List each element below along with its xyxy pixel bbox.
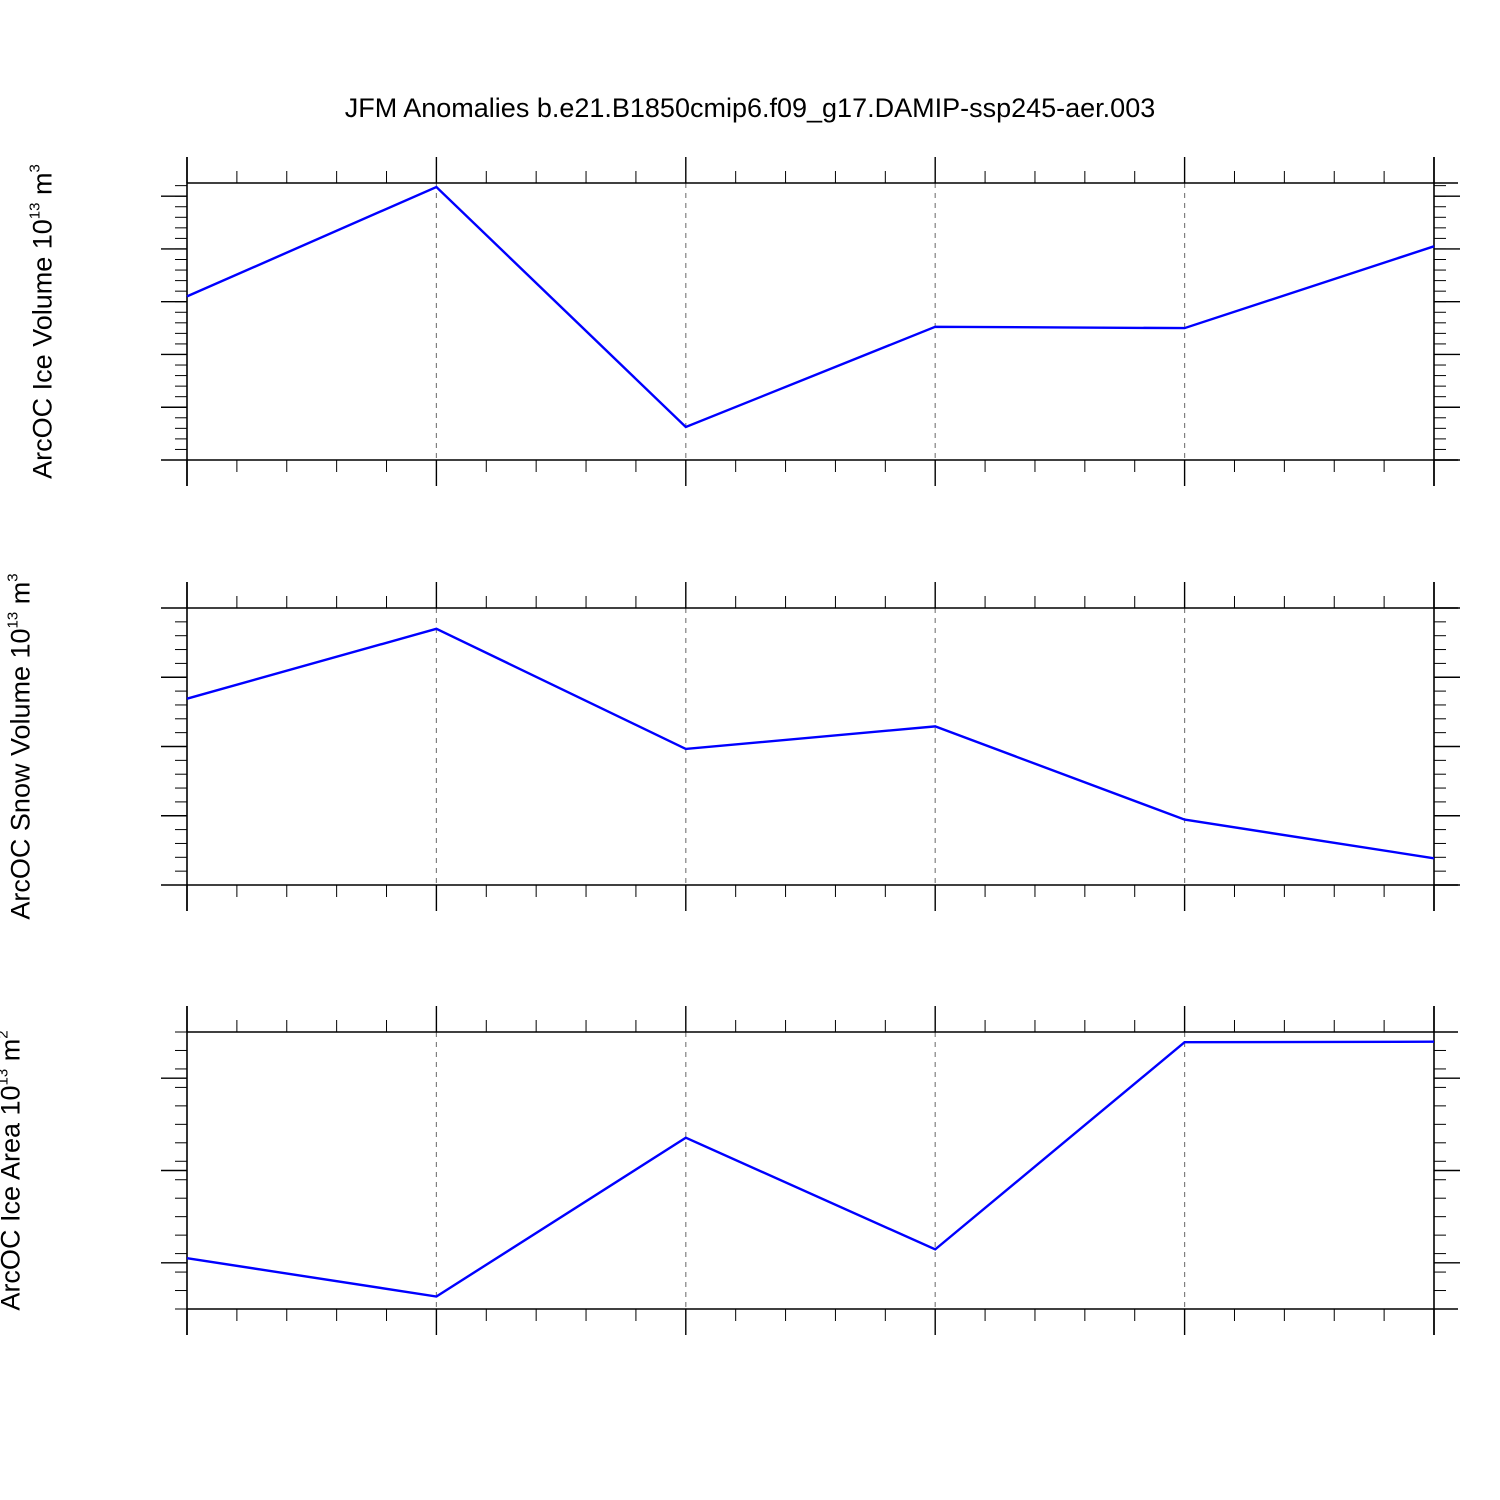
y-axis-label-group: ArcOC Snow Volume 1013 m3	[4, 573, 35, 919]
y-axis-label-group: ArcOC Ice Volume 1013 m3	[26, 164, 57, 479]
chart-title: JFM Anomalies b.e21.B1850cmip6.f09_g17.D…	[345, 93, 1155, 123]
y-axis-label: ArcOC Ice Volume 1013 m3	[26, 164, 57, 479]
data-line	[186, 627, 1435, 860]
data-line	[186, 1040, 1435, 1298]
y-axis-label: ArcOC Snow Volume 1013 m3	[4, 573, 35, 919]
panels: ArcOC Ice Volume 1013 m3 ArcOC Snow Volum…	[0, 157, 1460, 1335]
chart-panel-3: ArcOC Ice Area 1013 m2	[0, 1006, 1460, 1335]
y-axis-label-group: ArcOC Ice Area 1013 m2	[0, 1030, 25, 1310]
chart-panel-1: ArcOC Ice Volume 1013 m3	[26, 157, 1460, 486]
chart-panel-2: ArcOC Snow Volume 1013 m3	[4, 573, 1460, 920]
y-axis-label: ArcOC Ice Area 1013 m2	[0, 1030, 25, 1310]
data-line	[186, 185, 1435, 429]
